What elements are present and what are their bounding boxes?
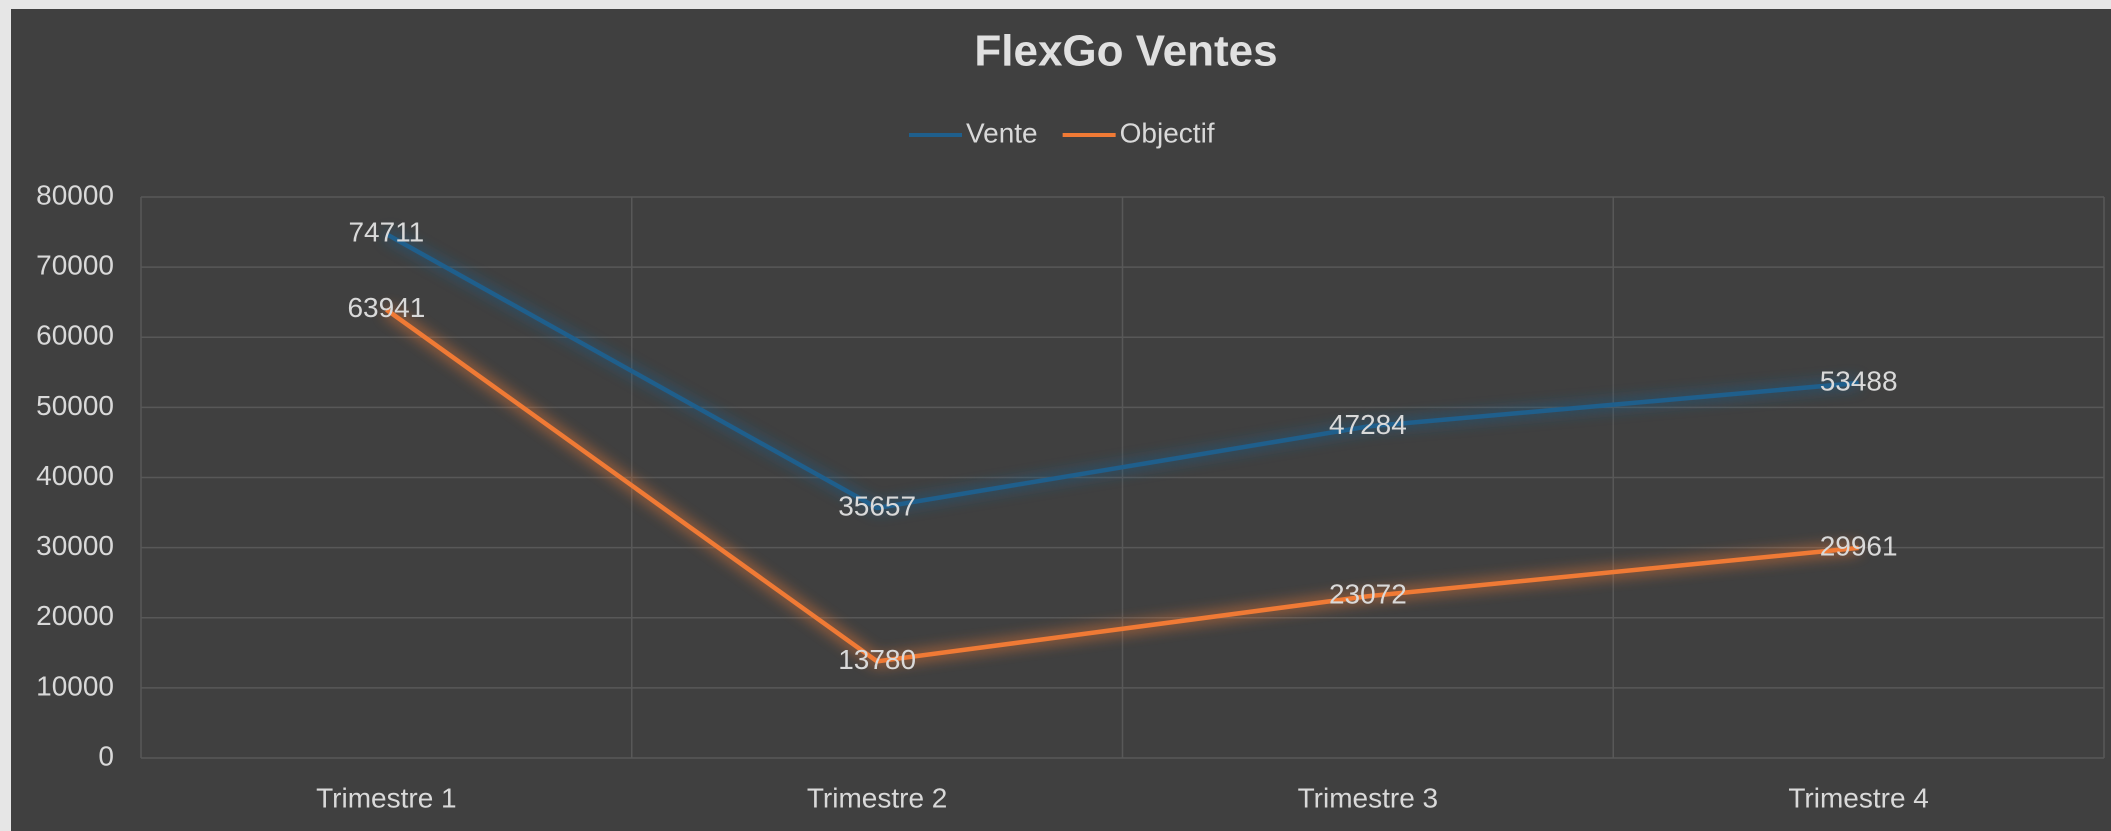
x-tick-label: Trimestre 4 [1788, 782, 1929, 813]
y-tick-label: 60000 [36, 320, 114, 351]
y-tick-label: 20000 [36, 600, 114, 631]
y-tick-label: 40000 [36, 460, 114, 491]
y-tick-label: 80000 [36, 179, 114, 210]
data-label: 29961 [1820, 530, 1898, 561]
y-tick-label: 50000 [36, 390, 114, 421]
chart-background [11, 9, 2111, 831]
data-label: 13780 [838, 644, 916, 675]
y-tick-label: 30000 [36, 530, 114, 561]
data-label: 35657 [838, 490, 916, 521]
y-tick-label: 0 [98, 740, 114, 771]
data-label: 47284 [1329, 409, 1407, 440]
line [385, 307, 1859, 664]
line [385, 232, 1859, 511]
legend-label: Objectif [1120, 117, 1215, 148]
x-tick-label: Trimestre 2 [807, 782, 948, 813]
data-label: 23072 [1329, 579, 1407, 610]
x-tick-label: Trimestre 1 [316, 782, 457, 813]
x-tick-label: Trimestre 3 [1298, 782, 1439, 813]
y-tick-label: 70000 [36, 250, 114, 281]
chart-title: FlexGo Ventes [974, 27, 1277, 76]
legend-label: Vente [966, 117, 1038, 148]
y-tick-label: 10000 [36, 670, 114, 701]
data-label: 74711 [348, 216, 424, 247]
data-label: 53488 [1820, 365, 1898, 396]
data-label: 63941 [347, 292, 425, 323]
